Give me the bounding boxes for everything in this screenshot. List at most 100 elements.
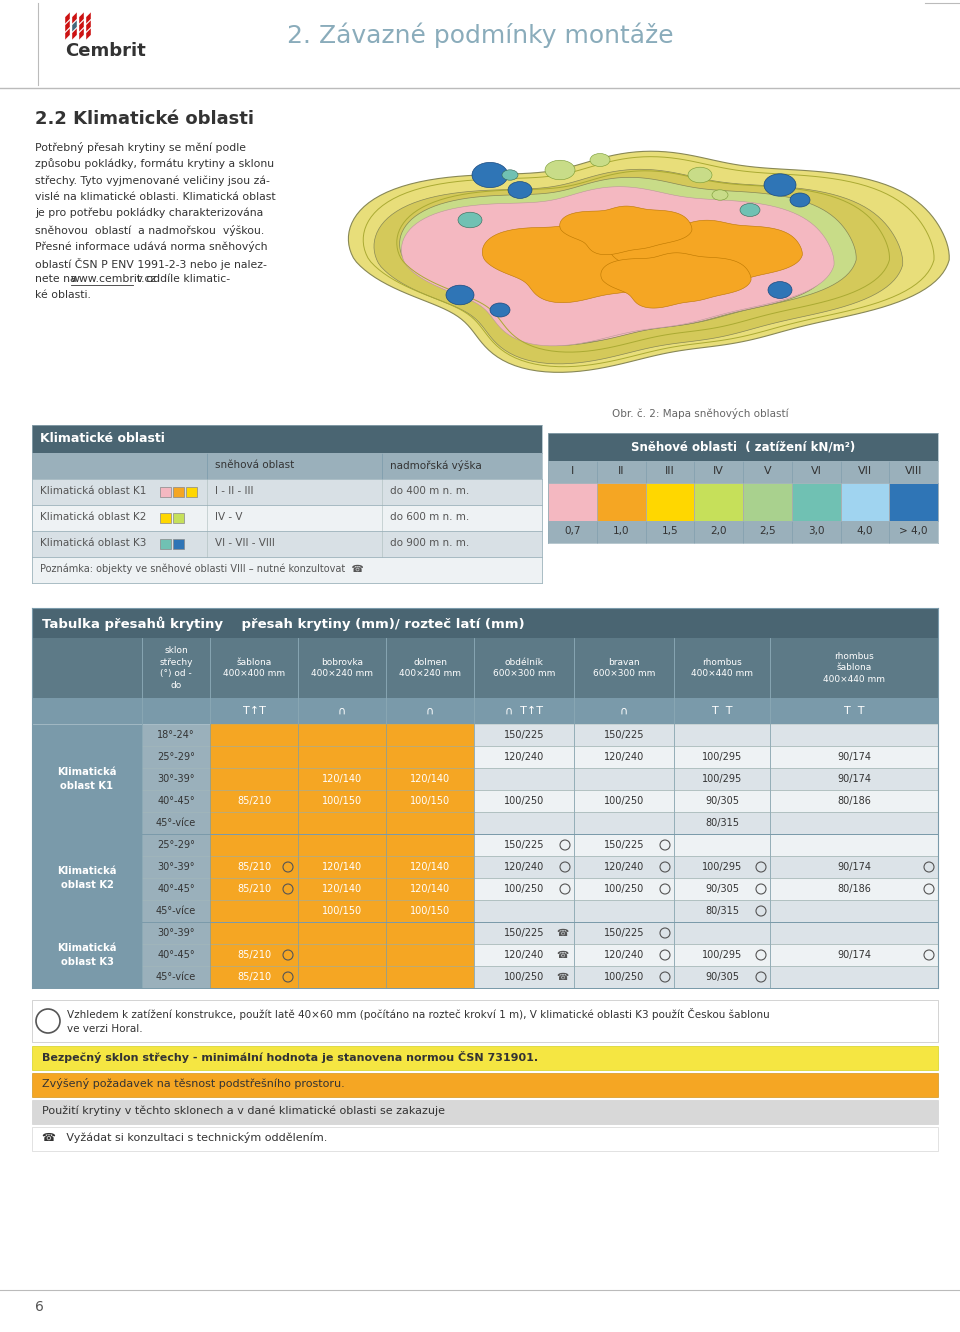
- Bar: [889, 484, 938, 521]
- Polygon shape: [611, 220, 803, 290]
- Bar: [32, 725, 142, 834]
- Text: 120/140: 120/140: [410, 862, 450, 872]
- Bar: [770, 966, 938, 988]
- Bar: [674, 944, 770, 966]
- Text: Klimatická
oblast K2: Klimatická oblast K2: [58, 866, 117, 890]
- Polygon shape: [86, 28, 91, 40]
- Bar: [770, 790, 938, 813]
- Text: rhombus
400×440 mm: rhombus 400×440 mm: [691, 658, 753, 678]
- Bar: [298, 966, 386, 988]
- Bar: [674, 856, 770, 878]
- Ellipse shape: [590, 153, 610, 166]
- Bar: [386, 834, 474, 856]
- Bar: [32, 698, 938, 725]
- Text: 100/250: 100/250: [504, 797, 544, 806]
- Ellipse shape: [508, 181, 532, 198]
- Bar: [574, 790, 674, 813]
- Bar: [32, 453, 542, 480]
- Text: VI - VII - VIII: VI - VII - VIII: [215, 538, 275, 547]
- Polygon shape: [86, 20, 91, 32]
- Bar: [743, 484, 792, 521]
- Text: 120/140: 120/140: [410, 774, 450, 785]
- Text: IV - V: IV - V: [215, 511, 243, 522]
- Bar: [574, 900, 674, 922]
- Text: 0,7: 0,7: [564, 526, 581, 535]
- Text: 25°-29°: 25°-29°: [157, 840, 195, 850]
- Text: 3,0: 3,0: [808, 526, 825, 535]
- Text: V: V: [763, 466, 771, 476]
- Bar: [173, 488, 184, 497]
- Text: 90/305: 90/305: [705, 884, 739, 894]
- Bar: [574, 944, 674, 966]
- Text: Obr. č. 2: Mapa sněhových oblastí: Obr. č. 2: Mapa sněhových oblastí: [612, 408, 788, 420]
- Bar: [474, 790, 574, 813]
- Bar: [32, 638, 938, 698]
- Bar: [770, 944, 938, 966]
- Bar: [548, 521, 938, 543]
- Text: 120/240: 120/240: [604, 862, 644, 872]
- Bar: [173, 513, 184, 523]
- Bar: [574, 856, 674, 878]
- Bar: [142, 834, 210, 856]
- Text: 25°-29°: 25°-29°: [157, 753, 195, 762]
- Bar: [694, 484, 743, 521]
- Polygon shape: [72, 20, 77, 32]
- Text: nadmořská výška: nadmořská výška: [390, 460, 482, 472]
- Polygon shape: [65, 12, 70, 24]
- Text: 100/250: 100/250: [604, 797, 644, 806]
- Bar: [210, 922, 298, 944]
- Bar: [770, 746, 938, 769]
- Bar: [210, 769, 298, 790]
- Text: T  T: T T: [711, 706, 732, 717]
- Bar: [674, 790, 770, 813]
- Bar: [386, 813, 474, 834]
- Polygon shape: [72, 28, 77, 40]
- Text: VI: VI: [810, 466, 822, 476]
- Bar: [474, 725, 574, 746]
- Bar: [298, 922, 386, 944]
- Text: Klimatická
oblast K1: Klimatická oblast K1: [58, 767, 117, 791]
- Text: 85/210: 85/210: [237, 862, 271, 872]
- Text: 2. Závazné podmínky montáže: 2. Závazné podmínky montáže: [287, 23, 673, 48]
- Text: 40°-45°: 40°-45°: [157, 884, 195, 894]
- Ellipse shape: [490, 302, 510, 317]
- Bar: [474, 966, 574, 988]
- Bar: [770, 813, 938, 834]
- Text: 100/250: 100/250: [604, 972, 644, 982]
- Bar: [841, 484, 889, 521]
- Text: 120/240: 120/240: [504, 862, 544, 872]
- Bar: [386, 790, 474, 813]
- Bar: [770, 834, 938, 856]
- Polygon shape: [532, 210, 802, 310]
- Text: 45°-více: 45°-více: [156, 972, 196, 982]
- Bar: [574, 813, 674, 834]
- Bar: [674, 769, 770, 790]
- Bar: [574, 746, 674, 769]
- Text: Vzhledem k zatížení konstrukce, použít latě 40×60 mm (počítáno na rozteč krokví : Vzhledem k zatížení konstrukce, použít l…: [67, 1008, 770, 1020]
- Text: I - II - III: I - II - III: [215, 486, 253, 496]
- Text: 100/150: 100/150: [322, 797, 362, 806]
- Text: 2.2 Klimatické oblasti: 2.2 Klimatické oblasti: [35, 111, 254, 128]
- Text: 100/295: 100/295: [702, 774, 742, 785]
- Bar: [770, 725, 938, 746]
- Bar: [298, 834, 386, 856]
- Text: nete na: nete na: [35, 274, 80, 284]
- Text: 90/174: 90/174: [837, 950, 871, 960]
- Text: oblastí ČSN P ENV 1991-2-3 nebo je nalez-: oblastí ČSN P ENV 1991-2-3 nebo je nalez…: [35, 257, 267, 269]
- Text: 40°-45°: 40°-45°: [157, 950, 195, 960]
- Ellipse shape: [740, 204, 760, 217]
- Text: do 600 m n. m.: do 600 m n. m.: [390, 511, 469, 522]
- Text: Potřebný přesah krytiny se mění podle: Potřebný přesah krytiny se mění podle: [35, 143, 246, 153]
- Bar: [770, 769, 938, 790]
- Text: > 4,0: > 4,0: [900, 526, 928, 535]
- Bar: [210, 856, 298, 878]
- Text: 120/140: 120/140: [322, 774, 362, 785]
- Bar: [386, 900, 474, 922]
- Text: Bezpečný sklon střechy - minimální hodnota je stanovena normou ČSN 731901.: Bezpečný sklon střechy - minimální hodno…: [42, 1051, 539, 1063]
- Polygon shape: [560, 206, 692, 254]
- Bar: [142, 746, 210, 769]
- Bar: [386, 746, 474, 769]
- Text: 120/240: 120/240: [604, 753, 644, 762]
- Bar: [386, 966, 474, 988]
- Bar: [32, 1074, 938, 1098]
